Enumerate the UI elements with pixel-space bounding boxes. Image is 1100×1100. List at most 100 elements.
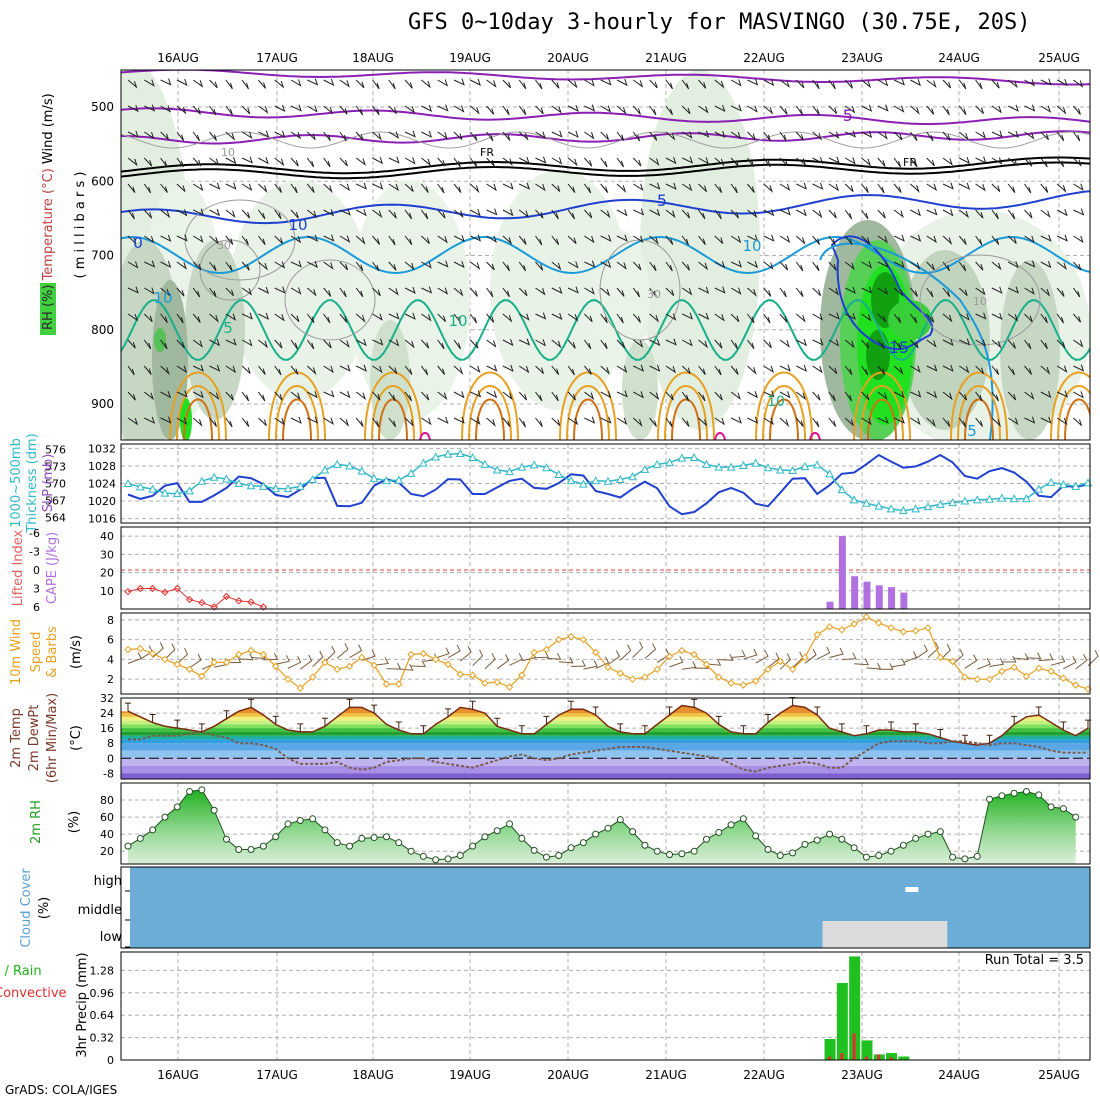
temp-minmax-bar — [420, 725, 427, 734]
wind-barb — [877, 287, 889, 295]
wind-barb — [176, 131, 185, 142]
wind-barb — [600, 365, 610, 375]
cloud-level-label: low — [100, 930, 123, 945]
rh-marker — [629, 828, 637, 836]
wind-barb — [779, 391, 791, 399]
wind-speed-marker — [542, 645, 551, 654]
wind-barb — [926, 287, 934, 298]
temp-ylabel2: (°C) — [69, 725, 84, 751]
thickness-marker — [468, 452, 477, 462]
thickness-marker — [455, 449, 465, 458]
day-label-top: 19AUG — [449, 51, 491, 65]
wind-barb — [388, 365, 398, 374]
slp-tick-label: 1020 — [88, 495, 116, 508]
wind-barb-10m — [534, 650, 549, 659]
wind-barb — [453, 78, 465, 86]
wind-barb — [632, 105, 641, 115]
wind-barb — [779, 261, 789, 271]
wind-barb — [355, 391, 366, 400]
wind-speed-marker — [776, 657, 785, 666]
wind-barb — [730, 209, 739, 219]
wind-barb — [796, 157, 807, 166]
wind-barb — [600, 78, 612, 86]
temp-minmax-bar — [666, 706, 673, 715]
wind-barb — [535, 235, 543, 246]
wind-barb — [828, 287, 839, 296]
day-label-bottom: 22AUG — [743, 1068, 785, 1082]
thickness-marker — [185, 486, 194, 495]
wind-speed-marker — [1059, 674, 1068, 682]
wind-speed-marker — [321, 658, 329, 667]
wind-barb — [437, 235, 448, 244]
isotherm-line — [957, 385, 1001, 440]
rh-marker — [1059, 805, 1067, 813]
wind-barb-10m — [312, 650, 324, 667]
wind-barb — [584, 79, 595, 87]
wind-barb — [192, 79, 204, 88]
temp-minmax-bar — [395, 721, 402, 731]
wind-barb — [404, 130, 416, 138]
wind-barb — [469, 287, 478, 297]
wind-barb — [437, 104, 449, 112]
wind-barb — [861, 417, 872, 426]
wind-barb — [991, 209, 999, 220]
wind-barb — [665, 131, 676, 141]
wind-barb — [1024, 416, 1036, 424]
wind-speed-marker — [998, 667, 1006, 675]
wind-barb — [1089, 287, 1090, 290]
wind-barb — [975, 339, 986, 347]
wind-barb — [1007, 209, 1016, 220]
wind-barb — [633, 183, 644, 191]
wind-barb — [828, 417, 837, 427]
rh-marker — [739, 815, 747, 823]
wind-speed-marker — [308, 673, 317, 681]
wind-speed-marker — [591, 648, 600, 657]
day-label-bottom: 16AUG — [157, 1068, 199, 1082]
temp-minmax-bar — [568, 700, 575, 710]
wind-barb-10m — [447, 644, 461, 659]
precip-convective-bar — [864, 1056, 868, 1060]
wind-barb — [844, 79, 853, 89]
pressure-tick-label: 700 — [91, 249, 114, 263]
rh-marker — [678, 850, 686, 858]
wind-barb — [730, 79, 742, 87]
lifted-index-tick-label: -6 — [29, 527, 40, 540]
wind-speed-marker — [887, 624, 895, 632]
wind-barb — [1056, 209, 1068, 217]
isotherm-line — [121, 190, 1090, 225]
wind-barb — [306, 157, 315, 168]
precip-total-bar — [886, 1053, 898, 1060]
wind-barb-10m — [571, 659, 586, 667]
wind-barb — [372, 131, 382, 141]
wind-barb — [714, 104, 726, 113]
wind-speed-marker — [505, 683, 514, 691]
cloud-level-label: middle — [78, 903, 122, 918]
wind-barb — [600, 416, 612, 424]
wind-barb — [747, 183, 755, 193]
wind-barb — [209, 209, 221, 217]
wind-barb — [274, 79, 285, 89]
wind-barb-10m — [731, 649, 746, 658]
isotherm-line — [860, 385, 904, 440]
cloud-level-label: high — [94, 874, 122, 889]
temp-band — [121, 765, 1090, 774]
wind-barb — [176, 209, 188, 217]
lifted-index-marker — [235, 597, 243, 605]
rh-marker — [936, 828, 944, 836]
wind-barb-10m — [977, 657, 991, 670]
wind-barb — [355, 157, 366, 166]
pressure-tick-label: 800 — [91, 323, 114, 337]
wind-speed-marker — [862, 613, 871, 621]
wind-barb — [828, 391, 836, 402]
wind-barb — [1089, 261, 1090, 264]
wind-barb — [306, 313, 315, 324]
thickness-tick-label: 570 — [45, 478, 66, 491]
wind-barb — [225, 391, 234, 401]
wind-barb — [192, 235, 204, 243]
wind-barb — [209, 287, 217, 298]
wind-barb — [323, 105, 334, 115]
wind-barb — [258, 157, 269, 165]
slp-ylabel: SLP (mb) — [41, 454, 56, 513]
wind-barb — [942, 338, 954, 347]
wind-barb — [616, 313, 624, 324]
